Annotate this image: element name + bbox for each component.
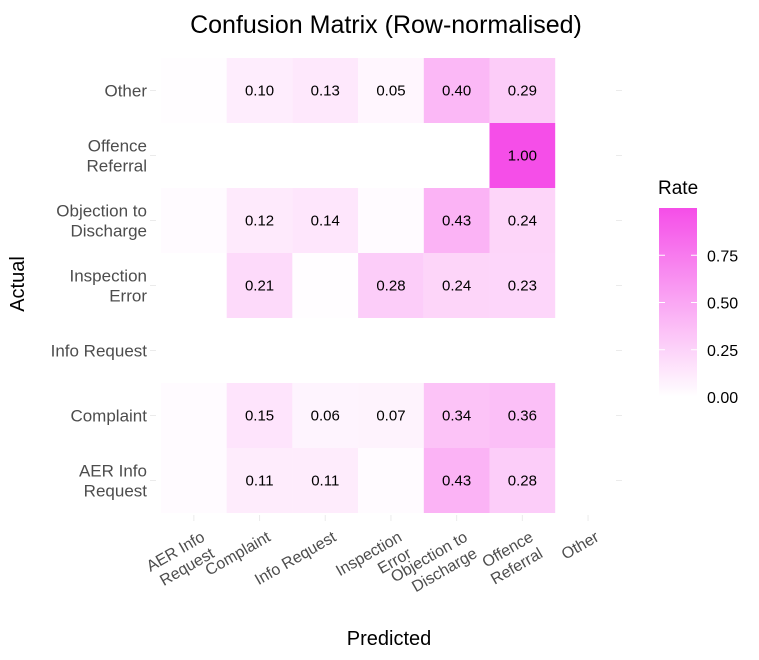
x-tick-label: Other <box>559 528 603 563</box>
heatmap-cell <box>292 58 359 123</box>
heatmap-cell <box>292 383 359 448</box>
y-axis-label: Actual <box>7 256 29 312</box>
cell-value-label: 0.05 <box>376 83 405 100</box>
cell-value-label: 0.13 <box>311 83 340 100</box>
color-legend: Rate 0.00 0.25 0.50 0.75 <box>658 178 738 407</box>
x-axis-label: Predicted <box>347 628 432 650</box>
heatmap-cell <box>423 253 490 318</box>
y-tick-label: Other <box>104 82 147 101</box>
heatmap-cell <box>226 383 293 448</box>
legend-colorbar <box>659 208 697 397</box>
y-tick-label: AER Info Request <box>79 462 147 501</box>
cell-value-label: 0.21 <box>245 278 274 295</box>
heatmap-cell <box>292 253 359 318</box>
heatmap-cell <box>489 123 556 188</box>
heatmap-cell <box>489 188 556 253</box>
cell-value-label: 0.36 <box>508 408 537 425</box>
cell-value-label: 1.00 <box>508 148 537 165</box>
cell-value-label: 0.29 <box>508 83 537 100</box>
heatmap-cell <box>292 188 359 253</box>
heatmap-cell <box>226 188 293 253</box>
tick-marks <box>150 90 622 521</box>
heatmap-cell <box>489 253 556 318</box>
heatmap-cell <box>226 253 293 318</box>
heatmap-cell <box>161 383 227 448</box>
cell-value-label: 0.11 <box>246 473 274 490</box>
y-tick-label: Complaint <box>70 407 147 426</box>
heatmap-cell <box>358 448 424 513</box>
cell-value-label: 0.24 <box>442 278 471 295</box>
heatmap-cell <box>423 188 490 253</box>
y-tick-label: Objection to Discharge <box>56 202 147 241</box>
cell-value-label: 0.12 <box>245 213 274 230</box>
x-tick-label: OffenceReferral <box>479 529 546 589</box>
y-axis-tick-labels: Other Offence Referral Objection to Discharg… <box>51 82 148 501</box>
cell-value-label: 0.28 <box>508 473 537 490</box>
heatmap-cell <box>489 58 556 123</box>
heatmap-cell <box>161 188 227 253</box>
x-tick-label: AER InfoRequest <box>144 528 218 591</box>
cell-value-label: 0.10 <box>245 83 274 100</box>
heatmap-cell <box>489 448 556 513</box>
cell-value-label: 0.40 <box>442 83 471 100</box>
heatmap-cell <box>423 58 490 123</box>
heatmap-cell <box>358 188 424 253</box>
cell-value-label: 0.43 <box>442 473 471 490</box>
heatmap-cell <box>358 253 424 318</box>
cell-labels: 0.10 0.13 0.05 0.40 0.29 1.00 0.12 0.14 0.43 0.24… <box>245 83 537 490</box>
heatmap-cell <box>358 58 424 123</box>
heatmap-cell <box>226 58 293 123</box>
heatmap-cell <box>161 58 227 123</box>
cell-value-label: 0.06 <box>311 408 340 425</box>
heatmap-cell <box>292 448 359 513</box>
cell-value-label: 0.15 <box>245 408 274 425</box>
legend-tick-label: 0.25 <box>707 343 738 360</box>
chart-title: Confusion Matrix (Row-normalised) <box>190 11 582 39</box>
cell-value-label: 0.34 <box>442 408 471 425</box>
heatmap-cell <box>423 448 490 513</box>
cell-value-label: 0.28 <box>376 278 405 295</box>
cell-value-label: 0.07 <box>376 408 405 425</box>
heatmap-cell <box>161 448 227 513</box>
legend-tick-label: 0.00 <box>707 390 738 407</box>
legend-tick-label: 0.75 <box>707 248 738 265</box>
y-tick-label: Inspection Error <box>70 267 148 306</box>
heatmap-cells <box>161 58 556 513</box>
legend-title: Rate <box>658 178 698 199</box>
heatmap-cell <box>226 448 293 513</box>
cell-value-label: 0.23 <box>508 278 537 295</box>
cell-value-label: 0.24 <box>508 213 537 230</box>
heatmap-cell <box>489 383 556 448</box>
legend-tick-label: 0.50 <box>707 296 738 313</box>
cell-value-label: 0.43 <box>442 213 471 230</box>
y-tick-label: Offence Referral <box>87 137 147 176</box>
cell-value-label: 0.11 <box>311 473 339 490</box>
heatmap-cell <box>358 383 424 448</box>
cell-value-label: 0.14 <box>311 213 340 230</box>
legend-ticks: 0.00 0.25 0.50 0.75 <box>659 248 738 407</box>
y-tick-label: Info Request <box>51 342 148 361</box>
heatmap-cell <box>423 383 490 448</box>
